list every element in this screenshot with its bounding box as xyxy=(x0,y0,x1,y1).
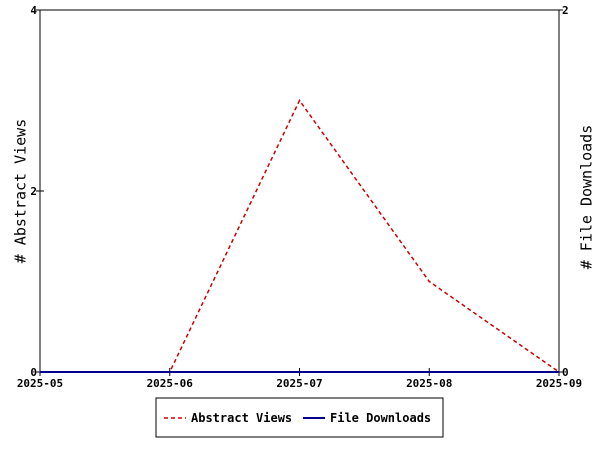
x-tick-label-2: 2025-07 xyxy=(276,377,322,390)
data-point-file-downloads-3 xyxy=(428,371,431,373)
x-tick-label-0: 2025-05 xyxy=(17,377,63,390)
data-point-file-downloads-1 xyxy=(168,371,171,373)
y-axis-title-left: # Abstract Views xyxy=(12,119,30,264)
x-tick-label-4: 2025-09 xyxy=(536,377,582,390)
series-line-abstract-views xyxy=(40,99,560,373)
plot-area: 0 2 4 0 2 2025-05 2025-06 2025-07 2025-08 2025-09 xyxy=(17,4,582,390)
data-point-file-downloads-4 xyxy=(558,371,560,373)
y-tick-label-left-1: 2 xyxy=(30,185,37,198)
data-point-file-downloads-2 xyxy=(298,371,301,373)
y-axis-title-right: # File Downloads xyxy=(578,125,596,270)
legend-box xyxy=(155,397,444,438)
y-tick-label-left-0: 0 xyxy=(30,366,37,379)
data-point-abstract-views-3 xyxy=(428,280,431,283)
legend-label-file-downloads: File Downloads xyxy=(330,411,431,425)
y-tick-label-left-2: 4 xyxy=(30,4,37,17)
legend: Abstract Views File Downloads xyxy=(155,397,444,438)
y-tick-label-right-1: 2 xyxy=(562,4,569,17)
x-tick-label-3: 2025-08 xyxy=(406,377,452,390)
y-tick-label-right-0: 0 xyxy=(562,366,569,379)
data-point-abstract-views-2 xyxy=(298,99,301,102)
legend-label-abstract-views: Abstract Views xyxy=(191,411,292,425)
data-point-file-downloads-0 xyxy=(39,371,41,373)
x-tick-label-1: 2025-06 xyxy=(147,377,194,390)
